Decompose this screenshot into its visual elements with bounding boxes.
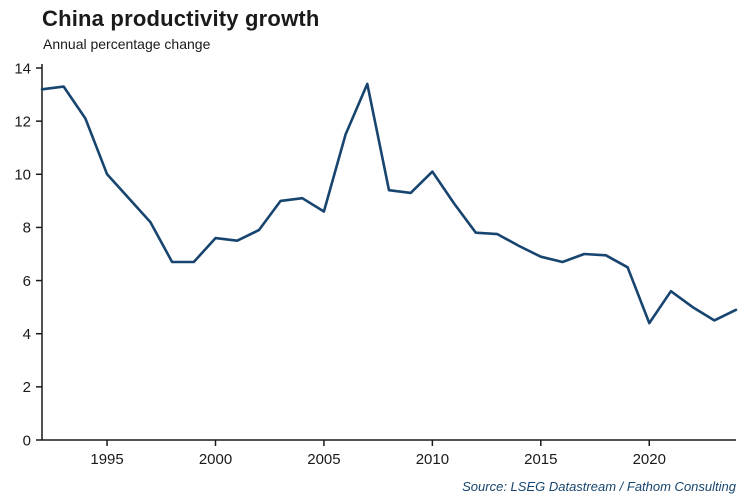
chart-source: Source: LSEG Datastream / Fathom Consult…: [462, 479, 736, 494]
y-tick-label: 10: [14, 167, 31, 184]
y-tick-label: 12: [14, 113, 31, 130]
y-tick-label: 0: [23, 432, 31, 449]
x-tick-label: 2005: [307, 451, 340, 468]
x-tick-label: 2015: [524, 451, 557, 468]
y-tick-label: 8: [23, 220, 31, 237]
chart-subtitle: Annual percentage change: [43, 36, 211, 52]
y-tick-label: 6: [23, 273, 31, 290]
y-tick-label: 14: [14, 60, 31, 77]
x-tick-label: 2000: [199, 451, 232, 468]
x-tick-label: 2010: [416, 451, 449, 468]
chart-title: China productivity growth: [42, 6, 320, 31]
series-line: [40, 82, 738, 325]
y-tick-label: 4: [23, 326, 31, 343]
y-tick-label: 2: [23, 379, 31, 396]
x-tick-label: 1995: [90, 451, 123, 468]
x-tick-label: 2020: [633, 451, 666, 468]
